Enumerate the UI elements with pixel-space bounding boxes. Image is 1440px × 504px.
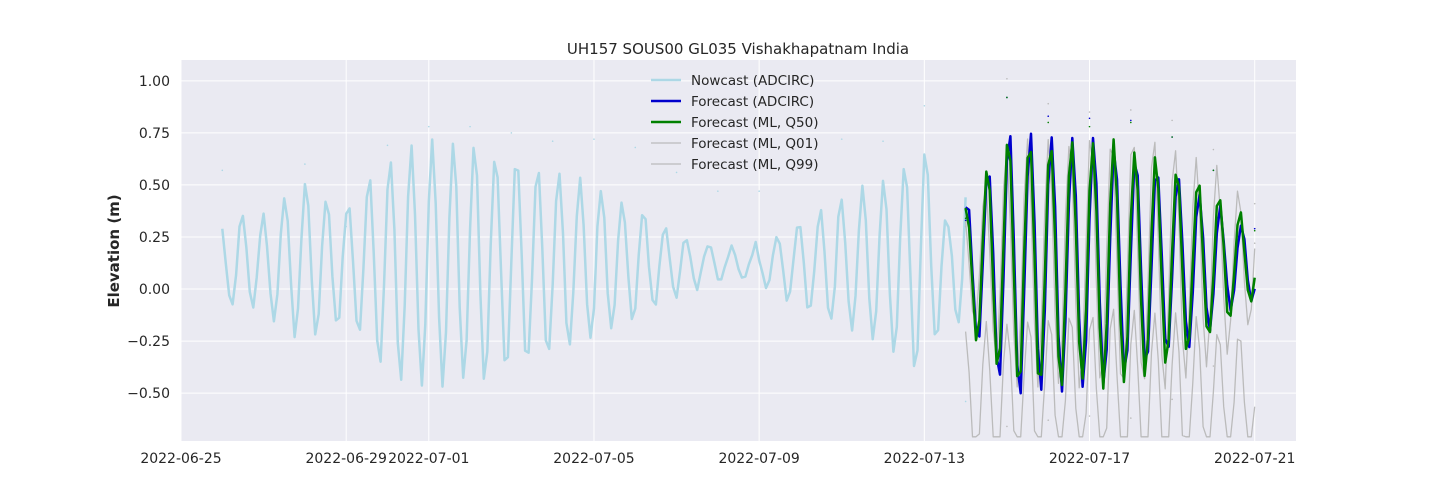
data-point (1088, 125, 1091, 128)
data-point (964, 400, 967, 403)
legend-item: Forecast (ML, Q99) (651, 157, 819, 173)
legend-label: Nowcast (ADCIRC) (691, 73, 814, 89)
data-point (1088, 117, 1091, 120)
y-tick-label: 0.75 (139, 126, 170, 142)
data-point (1130, 119, 1132, 122)
legend-item: Nowcast (ADCIRC) (651, 73, 814, 89)
data-point (1212, 169, 1215, 172)
data-point (1130, 417, 1132, 419)
data-point (427, 125, 430, 128)
series-line-0 (221, 138, 967, 388)
x-tick-label: 2022-07-21 (1214, 451, 1295, 467)
data-point (304, 163, 306, 165)
x-tick-label: 2022-07-05 (553, 451, 634, 467)
data-point (469, 125, 471, 128)
y-tick-label: −0.50 (127, 386, 170, 402)
data-point (1253, 227, 1256, 230)
data-point (923, 105, 926, 107)
x-tick-label: 2022-07-17 (1049, 451, 1130, 467)
legend-item: Forecast (ML, Q50) (651, 115, 819, 131)
data-point (1047, 102, 1050, 105)
legend-label: Forecast (ADCIRC) (691, 94, 814, 110)
y-tick-label: 0.25 (139, 230, 170, 246)
data-point (882, 140, 884, 142)
data-point (1130, 109, 1132, 111)
data-point (964, 219, 967, 222)
data-point (1088, 415, 1091, 417)
data-point (593, 138, 595, 140)
x-tick-label: 2022-06-25 (140, 451, 221, 467)
x-tick-label: 2022-07-01 (388, 451, 469, 467)
legend: Nowcast (ADCIRC) Forecast (ADCIRC) Forecas… (651, 73, 819, 173)
series-line-3 (964, 308, 1256, 438)
data-point (675, 171, 678, 174)
series-lines (221, 77, 1256, 438)
y-tick-label: 1.00 (139, 74, 170, 90)
data-point (1006, 425, 1008, 428)
y-tick-label: 0.50 (139, 178, 170, 194)
data-point (551, 140, 554, 142)
x-tick-label: 2022-06-29 (305, 451, 386, 467)
data-point (1253, 202, 1256, 205)
series-line-2 (964, 138, 1256, 390)
legend-label: Forecast (ML, Q01) (691, 136, 819, 152)
x-tick-label: 2022-07-09 (718, 451, 799, 467)
y-tick-label: 0.00 (139, 282, 170, 298)
data-point (840, 138, 843, 140)
legend-label: Forecast (ML, Q99) (691, 157, 819, 173)
tick-labels: 2022-06-25 2022-06-29 2022-07-01 2022-07-05… (127, 74, 1295, 467)
data-point (1006, 96, 1008, 99)
data-point (758, 190, 760, 192)
data-point (1253, 229, 1256, 232)
legend-item: Forecast (ADCIRC) (651, 94, 814, 110)
data-point (1171, 398, 1173, 401)
data-point (1006, 77, 1008, 80)
y-tick-label: −0.25 (127, 334, 170, 350)
data-point (1171, 119, 1173, 122)
series-line-4 (964, 138, 1256, 390)
data-point (1047, 419, 1050, 421)
data-point (386, 144, 389, 147)
data-point (345, 225, 347, 228)
data-point (1171, 136, 1173, 138)
data-point (1253, 242, 1256, 245)
data-point (510, 132, 513, 134)
data-point (964, 225, 967, 228)
data-point (1212, 365, 1215, 367)
data-point (1212, 148, 1215, 151)
data-point (1047, 115, 1050, 118)
data-point (964, 217, 967, 220)
data-point (634, 146, 637, 149)
legend-item: Forecast (ML, Q01) (651, 136, 819, 152)
data-point (1130, 121, 1132, 124)
data-point (262, 213, 265, 215)
data-point (1088, 111, 1091, 113)
x-tick-label: 2022-07-13 (884, 451, 965, 467)
chart-title: UH157 SOUS00 GL035 Vishakhapatnam India (567, 40, 909, 58)
data-point (1047, 121, 1050, 124)
data-point (717, 190, 719, 192)
y-axis-label: Elevation (m) (105, 194, 123, 307)
data-point (799, 159, 802, 161)
legend-label: Forecast (ML, Q50) (691, 115, 819, 131)
data-point (221, 169, 224, 172)
